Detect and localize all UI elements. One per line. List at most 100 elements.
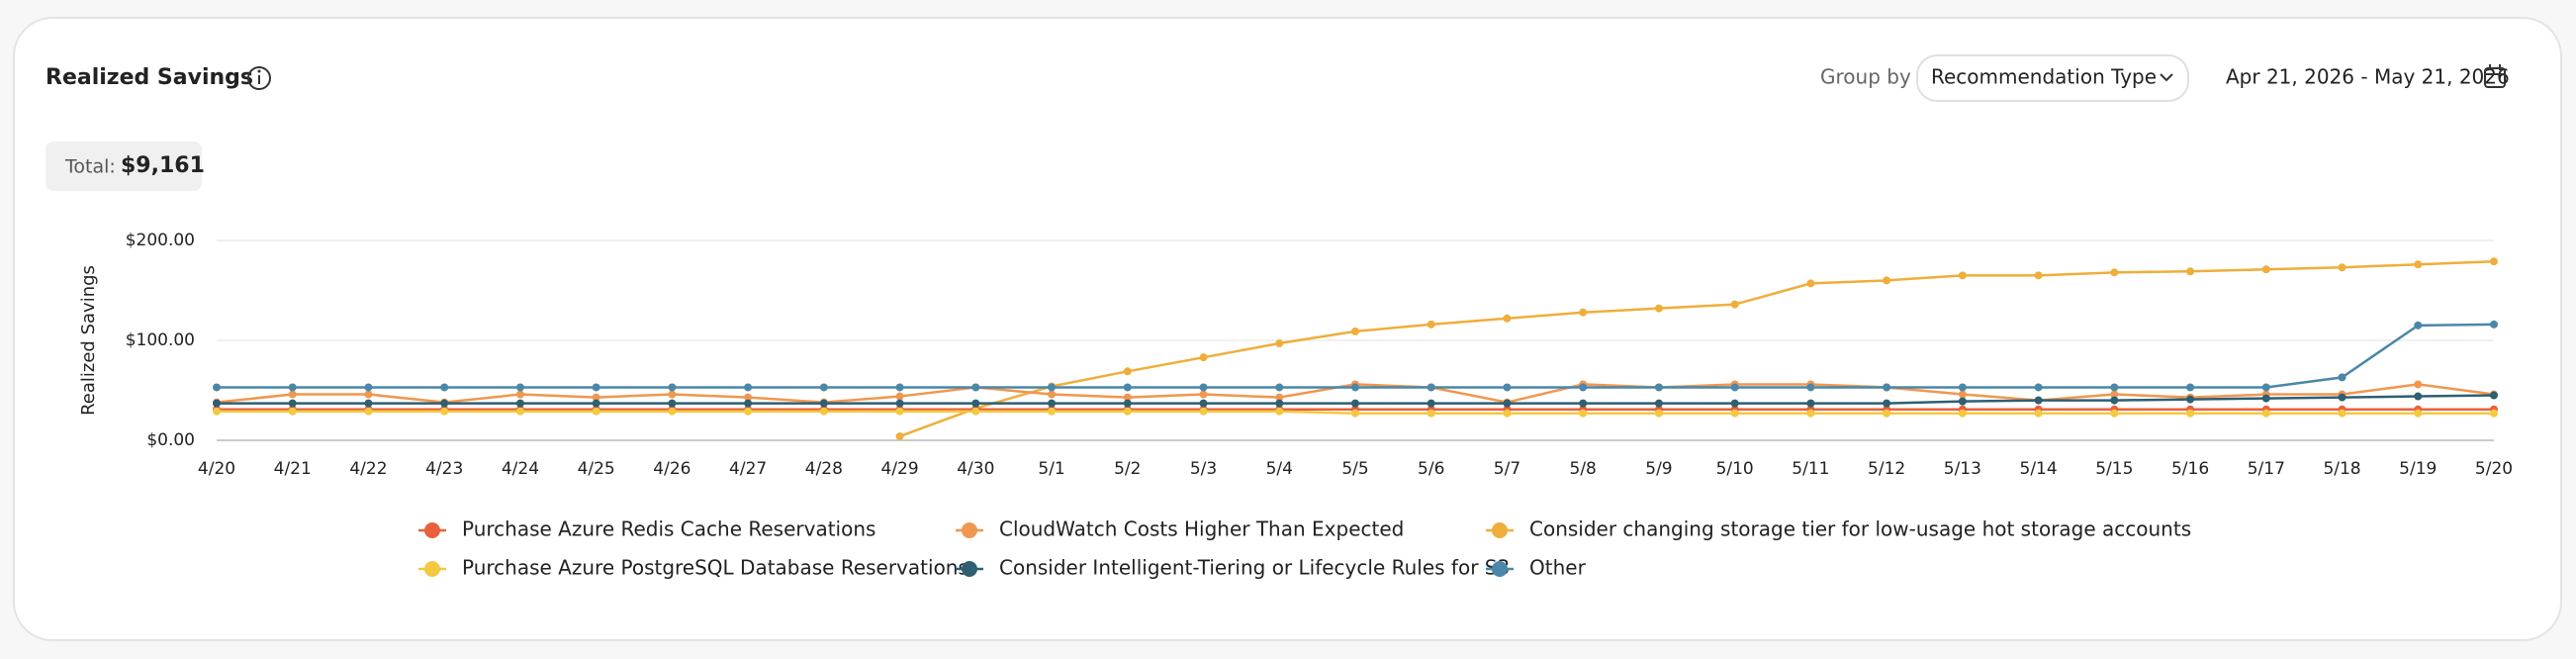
x-tick-label: 4/28 [805, 459, 843, 479]
x-tick-label: 4/23 [425, 459, 463, 479]
data-point [364, 383, 373, 392]
x-tick-label: 5/18 [2323, 459, 2360, 479]
legend-marker [962, 522, 977, 538]
legend-label: Other [1529, 556, 1587, 580]
x-tick-label: 5/15 [2095, 459, 2133, 479]
calendar-icon[interactable] [2484, 64, 2506, 88]
y-tick-label: $100.00 [126, 330, 195, 350]
data-point [2186, 395, 2195, 404]
data-point [213, 407, 221, 416]
data-point [213, 383, 221, 392]
data-point [819, 399, 828, 408]
data-point [1503, 383, 1512, 392]
x-tick-label: 5/2 [1114, 459, 1141, 479]
data-point [1958, 409, 1967, 418]
data-point [2338, 393, 2346, 402]
data-point [1883, 409, 1891, 418]
data-point [668, 407, 677, 416]
date-range[interactable]: Apr 21, 2026 - May 21, 2026 [2226, 65, 2510, 89]
data-point [1351, 383, 1359, 392]
data-point [2034, 271, 2043, 280]
data-point [288, 383, 297, 392]
x-tick-label: 5/19 [2399, 459, 2437, 479]
data-point [2186, 267, 2195, 276]
data-point [1883, 276, 1891, 285]
data-point [1426, 399, 1435, 408]
data-point [440, 383, 449, 392]
data-point [1654, 409, 1663, 418]
data-point [592, 383, 600, 392]
chevron [2160, 73, 2173, 82]
data-point [895, 407, 904, 416]
x-tick-label: 5/11 [1792, 459, 1829, 479]
data-point [288, 399, 297, 408]
x-tick-label: 4/21 [274, 459, 312, 479]
y-tick-label: $200.00 [126, 231, 195, 250]
data-point [1199, 407, 1208, 416]
data-point [744, 407, 753, 416]
data-point [1806, 399, 1815, 408]
data-point [364, 407, 373, 416]
data-point [1730, 383, 1739, 392]
data-point [2338, 409, 2346, 418]
data-point [213, 399, 221, 408]
data-point [1579, 383, 1588, 392]
data-point [1958, 397, 1967, 406]
info-icon[interactable] [247, 66, 271, 90]
data-point [668, 383, 677, 392]
data-point [744, 399, 753, 408]
data-point [2414, 392, 2423, 401]
legend-label: CloudWatch Costs Higher Than Expected [999, 518, 1404, 541]
x-tick-label: 5/4 [1266, 459, 1293, 479]
x-tick-label: 5/3 [1190, 459, 1217, 479]
legend-label: Purchase Azure PostgreSQL Database Reser… [462, 556, 968, 580]
group-by-dropdown[interactable] [1916, 54, 2189, 102]
data-point [895, 383, 904, 392]
x-tick-label: 5/17 [2248, 459, 2285, 479]
data-point [2110, 396, 2119, 405]
data-point [1806, 279, 1815, 288]
data-point [592, 393, 600, 402]
data-point [971, 399, 980, 408]
data-point [1275, 399, 1284, 408]
data-point [819, 383, 828, 392]
x-tick-label: 4/26 [653, 459, 690, 479]
data-point [2261, 265, 2270, 274]
legend-marker [1492, 522, 1508, 538]
x-tick-label: 5/16 [2171, 459, 2209, 479]
data-point [1199, 399, 1208, 408]
data-point [1048, 390, 1057, 399]
group-by-label: Group by [1820, 65, 1911, 89]
x-tick-label: 4/20 [198, 459, 235, 479]
legend-label: Purchase Azure Redis Cache Reservations [462, 518, 875, 541]
data-point [1123, 393, 1132, 402]
data-point [1123, 407, 1132, 416]
data-point [515, 390, 524, 399]
data-point [1883, 399, 1891, 408]
data-point [971, 407, 980, 416]
data-point [288, 407, 297, 416]
data-point [1503, 409, 1512, 418]
data-point [1654, 383, 1663, 392]
x-tick-label: 4/29 [881, 459, 919, 479]
data-point [2261, 409, 2270, 418]
group-by-value: Recommendation Type [1931, 65, 2157, 89]
data-point [1123, 383, 1132, 392]
data-point [2186, 383, 2195, 392]
x-tick-label: 5/1 [1038, 459, 1064, 479]
data-point [2110, 383, 2119, 392]
data-point [1351, 409, 1359, 418]
data-point [819, 407, 828, 416]
data-point [971, 383, 980, 392]
x-tick-label: 4/24 [502, 459, 539, 479]
data-point [2261, 383, 2270, 392]
data-point [515, 407, 524, 416]
data-point [1958, 271, 1967, 280]
data-point [1275, 383, 1284, 392]
data-point [2034, 396, 2043, 405]
y-axis-label: Realized Savings [78, 265, 99, 416]
data-point [1275, 393, 1284, 402]
data-point [1048, 383, 1057, 392]
data-point [364, 390, 373, 399]
data-point [440, 399, 449, 408]
